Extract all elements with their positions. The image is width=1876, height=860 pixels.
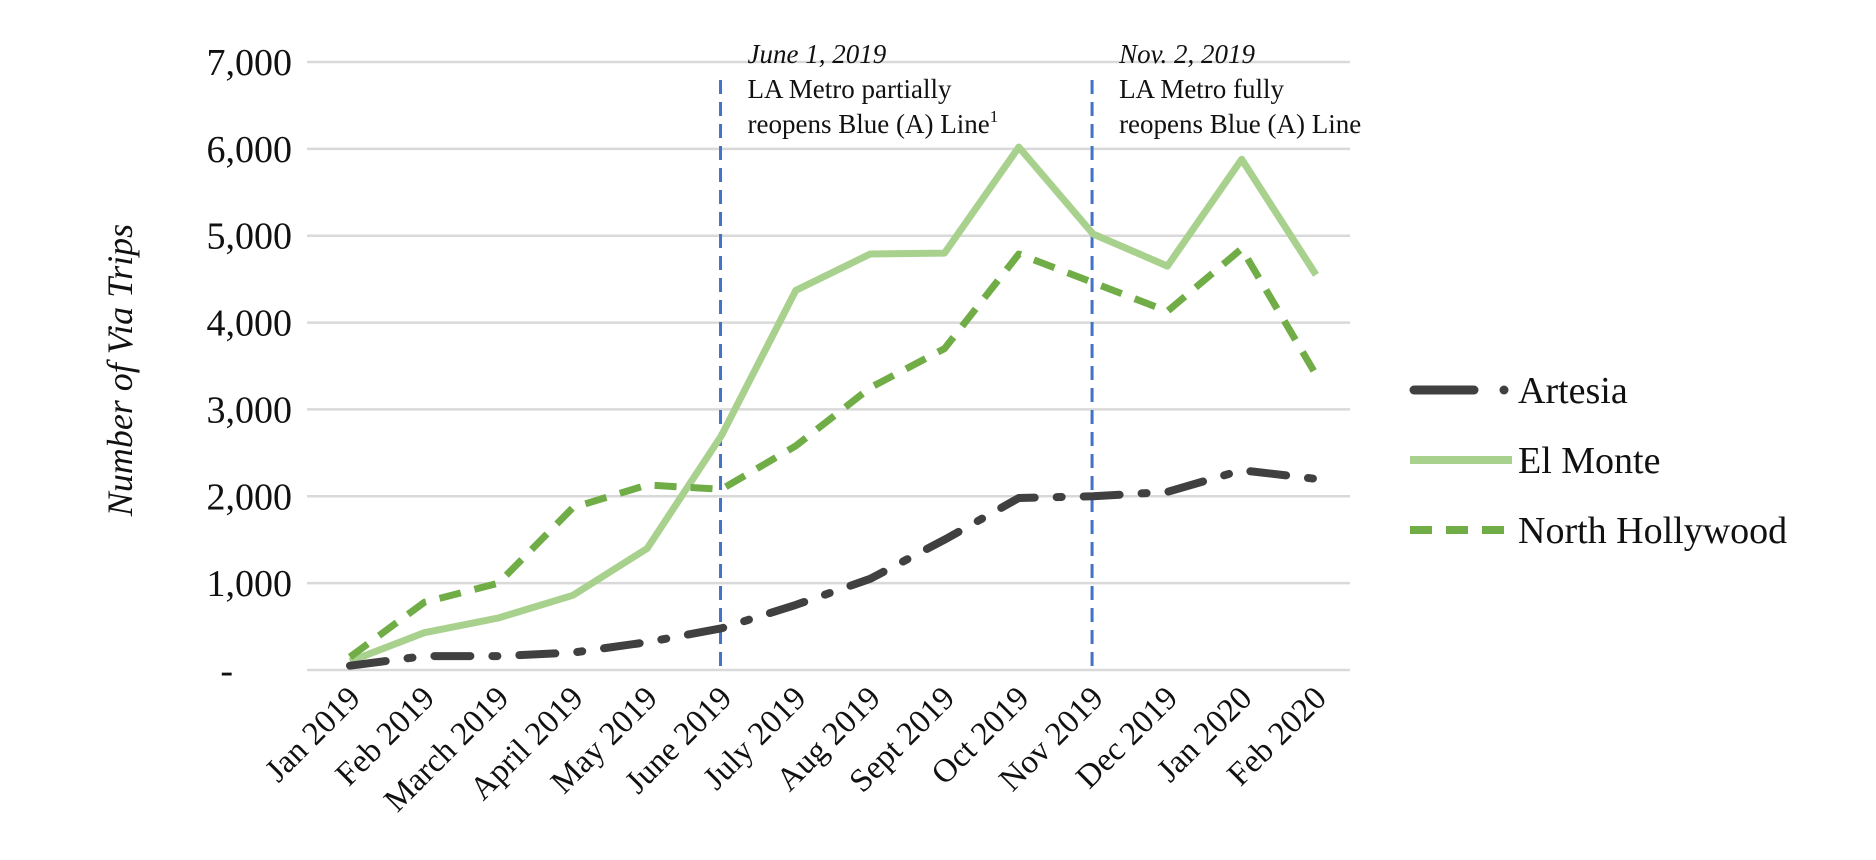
- y-tick-label: 2,000: [207, 476, 293, 518]
- legend-entry: Artesia: [1518, 370, 1628, 412]
- y-tick-label: 3,000: [207, 389, 293, 431]
- annotation-date: June 1, 2019: [748, 39, 887, 69]
- annotation-line2: reopens Blue (A) Line: [1119, 109, 1361, 139]
- series-line-el-monte: [348, 143, 1319, 665]
- legend: Artesia El Monte North Hollywood: [1409, 370, 1787, 552]
- annotation-line1: LA Metro fully: [1119, 74, 1284, 104]
- annotation-line2: reopens Blue (A) Line1: [748, 107, 999, 139]
- annotation-line2-text: reopens Blue (A) Line: [748, 109, 990, 139]
- y-axis-label: Number of Via Trips: [100, 224, 140, 517]
- y-tick-label: 7,000: [207, 42, 293, 84]
- annotation-footnote-marker: 1: [990, 107, 999, 126]
- y-tick-label: 1,000: [207, 563, 293, 605]
- gridlines: [307, 60, 1350, 672]
- annotation-date: Nov. 2, 2019: [1118, 39, 1255, 69]
- y-tick-label: -: [220, 650, 233, 692]
- y-tick-label: 5,000: [207, 216, 293, 258]
- legend-entry: El Monte: [1518, 440, 1660, 482]
- y-tick-label: 4,000: [207, 303, 293, 345]
- series-line-north-hollywood: [347, 245, 1320, 660]
- series-line-artesia: [346, 466, 1320, 670]
- legend-entry: North Hollywood: [1518, 510, 1787, 552]
- legend-swatch-artesia-dot: [1499, 385, 1509, 395]
- annotation-line1: LA Metro partially: [748, 74, 952, 104]
- annotation-line2-text: reopens Blue (A) Line: [1119, 109, 1361, 139]
- series-lines: [346, 143, 1320, 670]
- y-axis-ticks: - 1,000 2,000 3,000 4,000 5,000 6,000 7,000: [207, 42, 293, 692]
- y-tick-label: 6,000: [207, 129, 293, 171]
